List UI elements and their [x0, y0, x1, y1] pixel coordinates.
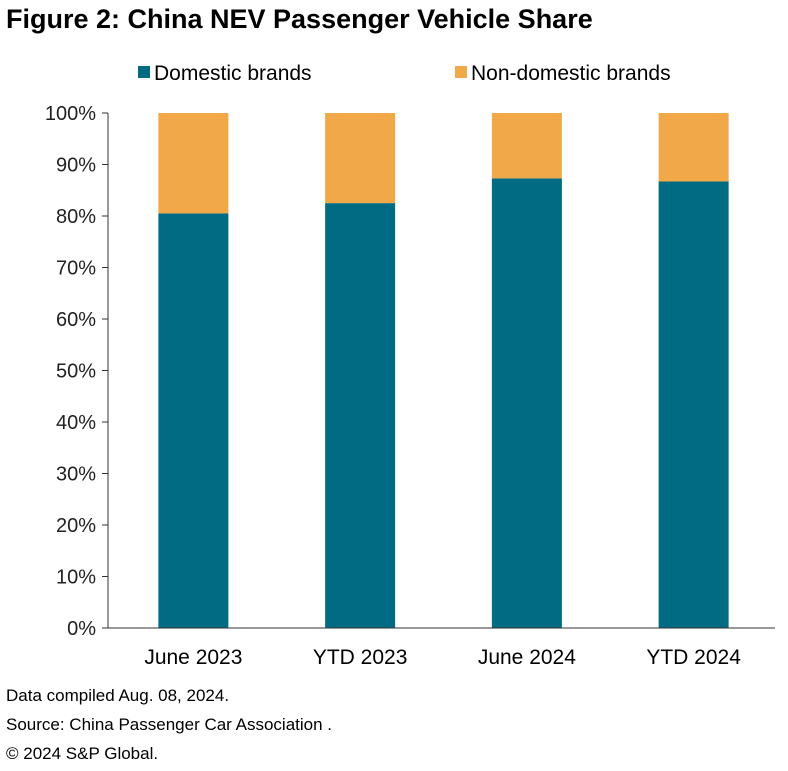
y-tick-label: 80%: [56, 206, 96, 228]
x-category-label: YTD 2024: [646, 646, 741, 669]
bar-domestic-0: [158, 213, 229, 629]
bars: [158, 113, 729, 629]
bar-non-domestic-3: [658, 113, 729, 182]
legend-label-non-domestic: Non-domestic brands: [471, 62, 671, 85]
y-axis: 0% 10% 20% 30% 40% 50% 60% 70% 80% 90% 100%: [45, 103, 109, 640]
y-tick-label: 50%: [56, 361, 96, 383]
y-tick-label: 60%: [56, 309, 96, 331]
y-tick-label: 100%: [45, 103, 96, 125]
x-axis: June 2023 YTD 2023 June 2024 YTD 2024: [108, 627, 775, 669]
legend-swatch-domestic: [138, 66, 150, 78]
legend-swatch-non-domestic: [455, 66, 467, 78]
legend: Domestic brands Non-domestic brands: [138, 62, 671, 85]
bar-non-domestic-2: [491, 113, 562, 179]
y-tick-label: 30%: [56, 464, 96, 486]
bar-domestic-3: [658, 181, 729, 628]
footnote-date: Data compiled Aug. 08, 2024.: [6, 686, 230, 705]
y-tick-label: 10%: [56, 567, 96, 589]
y-tick-label: 0%: [67, 618, 96, 640]
y-tick-label: 40%: [56, 412, 96, 434]
bar-domestic-1: [325, 203, 396, 628]
y-tick-label: 90%: [56, 155, 96, 177]
chart-title: Figure 2: China NEV Passenger Vehicle Sh…: [6, 4, 593, 34]
bar-non-domestic-0: [158, 113, 229, 214]
bar-domestic-2: [491, 178, 562, 628]
y-tick-label: 70%: [56, 258, 96, 280]
footnote-copyright: © 2024 S&P Global.: [6, 744, 159, 763]
x-category-label: YTD 2023: [313, 646, 408, 669]
legend-label-domestic: Domestic brands: [154, 62, 312, 85]
footnote-source: Source: China Passenger Car Association …: [6, 715, 333, 734]
y-tick-label: 20%: [56, 515, 96, 537]
x-category-label: June 2024: [478, 646, 576, 669]
stacked-bar-chart: Domestic brands Non-domestic brands 0% 10%…: [45, 62, 775, 669]
x-category-label: June 2023: [144, 646, 242, 669]
bar-non-domestic-1: [325, 113, 396, 204]
